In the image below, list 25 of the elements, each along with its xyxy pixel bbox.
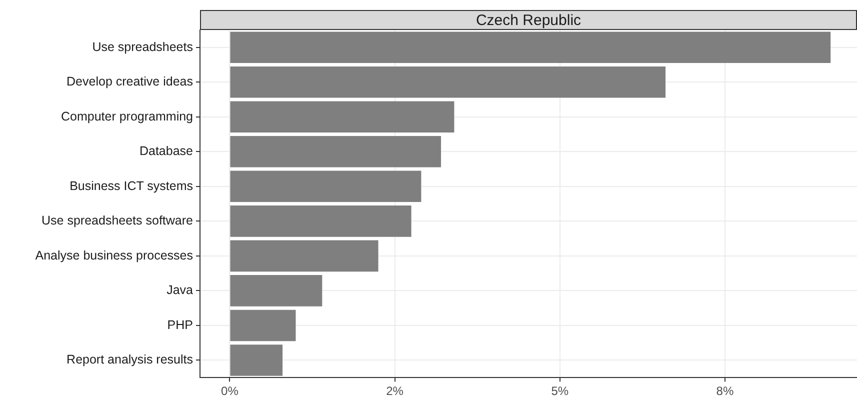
y-tick-label: Java: [166, 283, 194, 298]
chart-title: Czech Republic: [200, 10, 857, 30]
y-tick-label: Computer programming: [61, 109, 194, 124]
bar: [230, 275, 322, 306]
y-tick-label: Database: [139, 144, 194, 158]
y-tick-label: Develop creative ideas: [66, 74, 193, 89]
x-tick-label: 2%: [386, 384, 404, 398]
x-tick-label: 5%: [551, 384, 569, 398]
bar: [230, 206, 412, 237]
y-tick-label: PHP: [167, 318, 193, 332]
x-tick-label: 8%: [716, 384, 734, 398]
bar: [230, 66, 666, 98]
bar: [230, 170, 422, 202]
y-tick-label: Use spreadsheets software: [42, 214, 194, 228]
x-tick-label: 0%: [221, 384, 239, 398]
bar: [230, 136, 442, 168]
y-tick-label: Analyse business processes: [35, 248, 193, 262]
bar: [230, 32, 831, 64]
bar: [230, 310, 296, 342]
y-tick-label: Report analysis results: [66, 352, 193, 367]
bar: [230, 101, 454, 133]
y-tick-label: Use spreadsheets: [92, 40, 193, 54]
bar: [230, 344, 283, 376]
y-tick-label: Business ICT systems: [70, 178, 193, 193]
bar: [230, 240, 378, 272]
